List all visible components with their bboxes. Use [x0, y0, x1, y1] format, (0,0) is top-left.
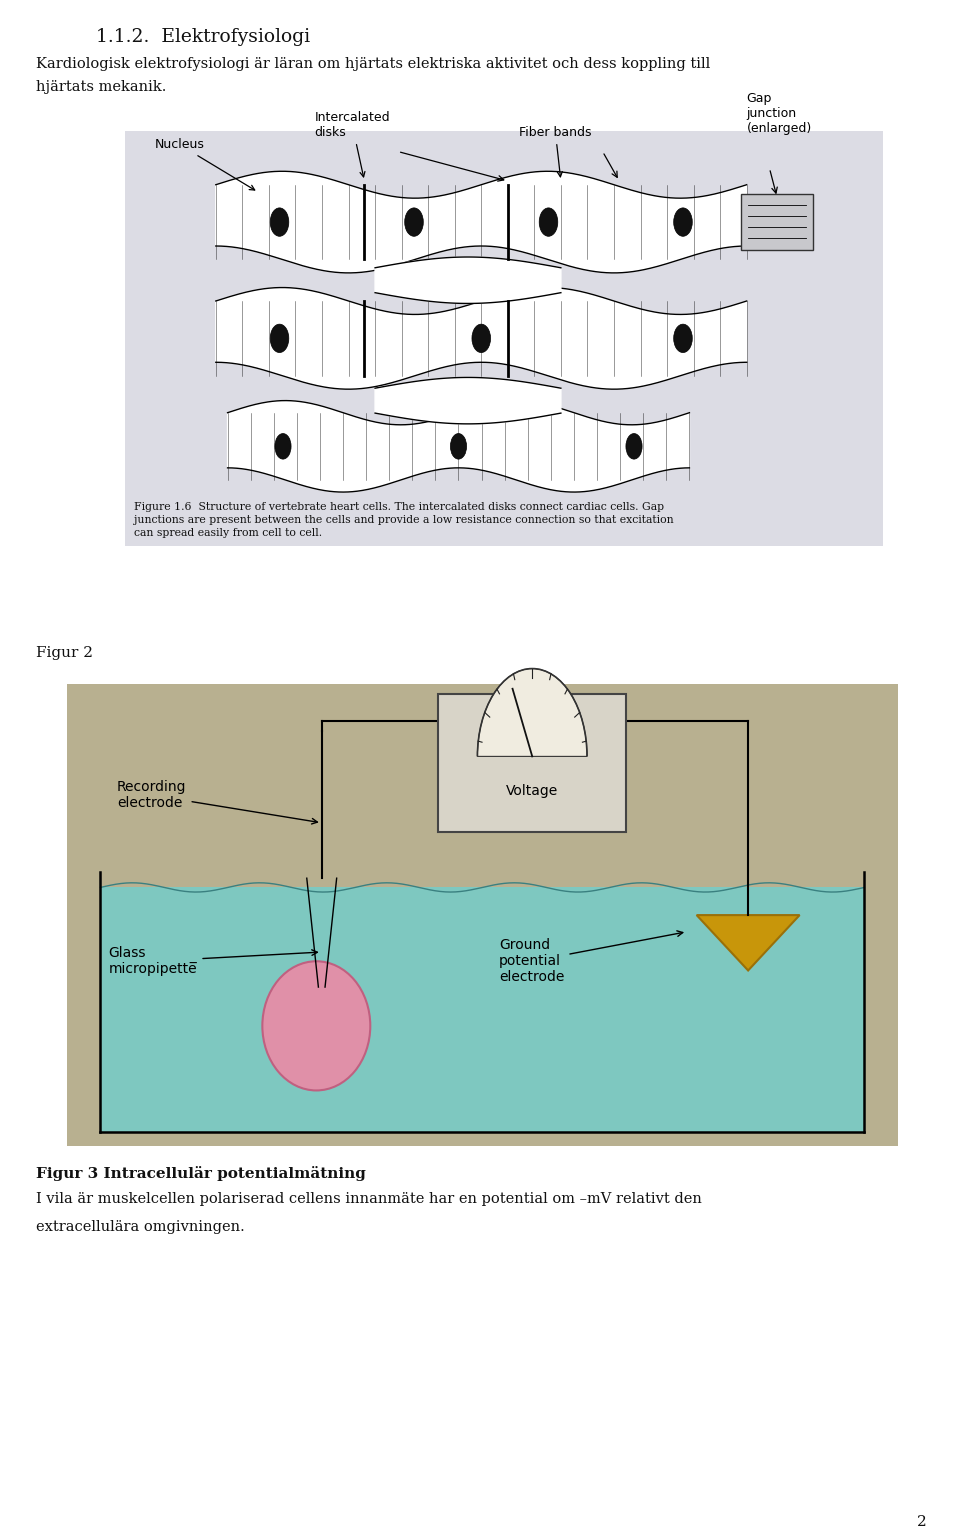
Bar [125, 131, 883, 546]
Ellipse shape [270, 208, 289, 237]
Ellipse shape [540, 208, 558, 237]
Text: Kardiologisk elektrofysiologi är läran om hjärtats elektriska aktivitet och dess: Kardiologisk elektrofysiologi är läran o… [36, 57, 710, 71]
Bar [101, 887, 864, 1132]
Text: hjärtats mekanik.: hjärtats mekanik. [36, 80, 167, 94]
Ellipse shape [450, 434, 467, 460]
Text: 2: 2 [917, 1515, 926, 1529]
Polygon shape [216, 288, 747, 389]
Ellipse shape [674, 325, 692, 352]
Polygon shape [228, 400, 689, 492]
Text: Figure 1.6  Structure of vertebrate heart cells. The intercalated disks connect : Figure 1.6 Structure of vertebrate heart… [134, 501, 674, 538]
Ellipse shape [275, 434, 291, 460]
Text: extracellulära omgivningen.: extracellulära omgivningen. [36, 1220, 245, 1233]
Polygon shape [216, 171, 747, 272]
Text: Figur 3 Intracellulär potentialmätning: Figur 3 Intracellulär potentialmätning [36, 1166, 367, 1181]
Text: 1.1.2.  Elektrofysiologi: 1.1.2. Elektrofysiologi [96, 28, 310, 46]
Text: Glass
micropipette̅: Glass micropipette̅ [108, 946, 318, 977]
Text: Recording
electrode: Recording electrode [117, 780, 318, 824]
Ellipse shape [674, 208, 692, 237]
Text: I vila är muskelcellen polariserad cellens innanmäte har en potential om –mV rel: I vila är muskelcellen polariserad celle… [36, 1192, 703, 1206]
FancyBboxPatch shape [741, 194, 813, 251]
Text: Figur 2: Figur 2 [36, 646, 93, 660]
Ellipse shape [626, 434, 642, 460]
Polygon shape [697, 915, 800, 970]
Ellipse shape [472, 325, 491, 352]
Text: Ground
potential
electrode: Ground potential electrode [499, 930, 683, 984]
Ellipse shape [270, 325, 289, 352]
Text: Intercalated
disks: Intercalated disks [315, 111, 390, 177]
Text: Fiber bands: Fiber bands [519, 126, 591, 177]
Ellipse shape [405, 208, 423, 237]
Polygon shape [375, 257, 561, 303]
Text: Nucleus: Nucleus [156, 138, 254, 191]
Bar [67, 684, 898, 1146]
Ellipse shape [262, 961, 371, 1090]
Wedge shape [477, 669, 587, 757]
Polygon shape [375, 377, 561, 424]
FancyBboxPatch shape [438, 694, 627, 832]
Text: Gap
junction
(enlarged): Gap junction (enlarged) [747, 92, 812, 135]
Text: Voltage: Voltage [506, 784, 559, 798]
